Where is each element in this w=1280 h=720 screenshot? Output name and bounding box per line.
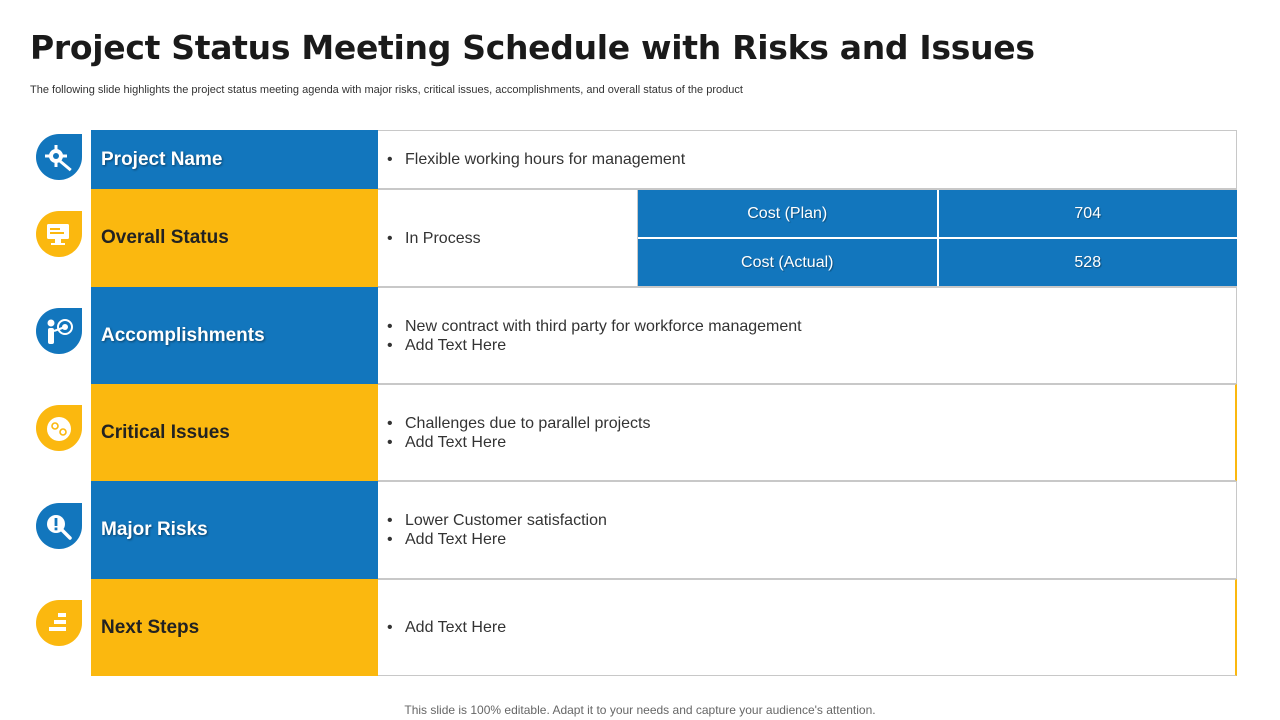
- monitor-icon: [36, 211, 82, 257]
- bullet-list: Lower Customer satisfaction Add Text Her…: [378, 511, 607, 549]
- cost-value: 528: [936, 239, 1238, 286]
- status-cell: In Process: [378, 190, 638, 286]
- page-title: Project Status Meeting Schedule with Ris…: [30, 28, 1035, 67]
- bullet-list: Flexible working hours for management: [378, 150, 685, 169]
- list-item: Challenges due to parallel projects: [387, 414, 651, 433]
- row-label: Overall Status: [91, 189, 378, 287]
- gear-wrench-icon: [36, 134, 82, 180]
- list-item: Add Text Here: [387, 530, 607, 549]
- row-content: Challenges due to parallel projects Add …: [378, 384, 1237, 481]
- cost-value: 704: [936, 190, 1238, 237]
- row-label: Project Name: [91, 130, 378, 189]
- list-item: In Process: [387, 229, 480, 248]
- cost-label: Cost (Plan): [747, 204, 828, 222]
- bullet-list: Add Text Here: [378, 618, 506, 637]
- cost-row-plan: Cost (Plan) 704: [638, 190, 1237, 237]
- list-item: New contract with third party for workfo…: [387, 317, 802, 336]
- row-critical-issues: Critical Issues Challenges due to parall…: [91, 384, 1237, 481]
- bullet-list: In Process: [378, 229, 480, 248]
- brain-gears-icon: [36, 405, 82, 451]
- row-label: Next Steps: [91, 579, 378, 676]
- row-label: Major Risks: [91, 481, 378, 579]
- row-accomplishments: Accomplishments New contract with third …: [91, 287, 1237, 384]
- target-person-icon: [36, 308, 82, 354]
- row-content: Flexible working hours for management: [378, 130, 1237, 189]
- list-item: Flexible working hours for management: [387, 150, 685, 169]
- list-item: Lower Customer satisfaction: [387, 511, 607, 530]
- cost-row-actual: Cost (Actual) 528: [638, 237, 1237, 286]
- row-project-name: Project Name Flexible working hours for …: [91, 130, 1237, 189]
- row-content: Add Text Here: [378, 579, 1237, 676]
- row-label: Accomplishments: [91, 287, 378, 384]
- alert-search-icon: [36, 503, 82, 549]
- row-content: In Process Cost (Plan) 704 Cost (Actual)…: [378, 189, 1237, 287]
- list-item: Add Text Here: [387, 433, 650, 452]
- list-item: Add Text Here: [387, 336, 802, 355]
- list-item: Add Text Here: [387, 618, 506, 637]
- bullet-list: New contract with third party for workfo…: [378, 317, 802, 355]
- row-content: New contract with third party for workfo…: [378, 287, 1237, 384]
- footer-note: This slide is 100% editable. Adapt it to…: [404, 703, 876, 717]
- page-subtitle: The following slide highlights the proje…: [30, 84, 743, 96]
- cost-table: Cost (Plan) 704 Cost (Actual) 528: [638, 190, 1237, 286]
- steps-icon: [36, 600, 82, 646]
- row-major-risks: Major Risks Lower Customer satisfaction …: [91, 481, 1237, 579]
- row-content: Lower Customer satisfaction Add Text Her…: [378, 481, 1237, 579]
- bullet-list: Challenges due to parallel projects Add …: [378, 414, 651, 452]
- row-label: Critical Issues: [91, 384, 378, 481]
- row-overall-status: Overall Status In Process Cost (Plan) 70…: [91, 189, 1237, 287]
- row-next-steps: Next Steps Add Text Here: [91, 579, 1237, 676]
- cost-label: Cost (Actual): [741, 253, 834, 271]
